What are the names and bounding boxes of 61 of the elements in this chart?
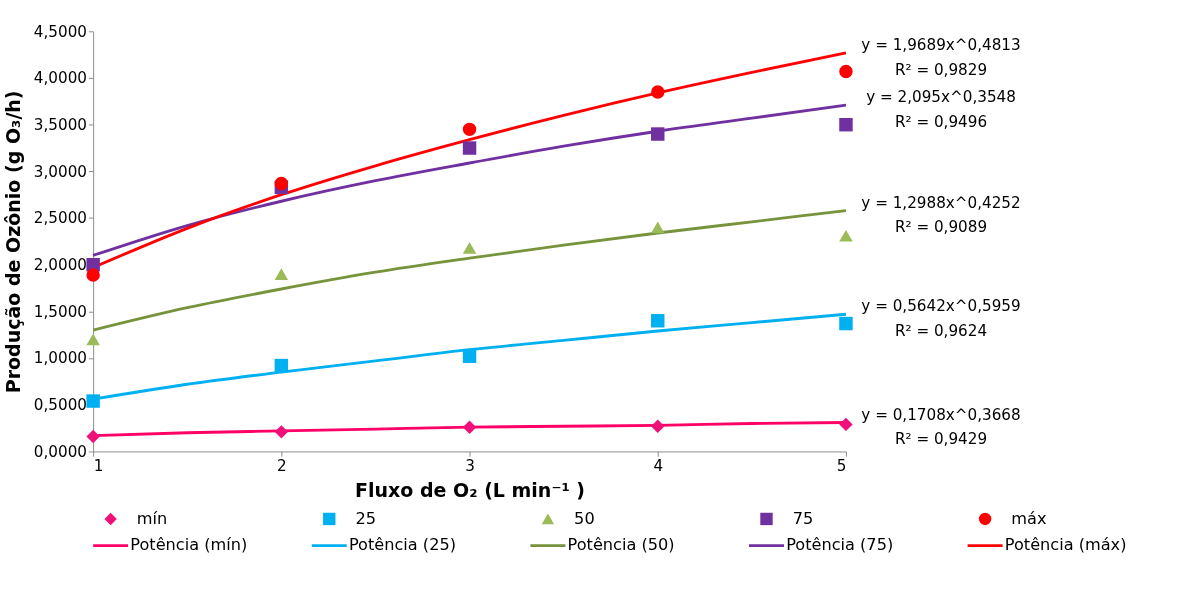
point: [86, 333, 100, 346]
point: [839, 64, 853, 79]
point: [651, 85, 665, 99]
y-tick-label: 0,0000: [33, 442, 87, 461]
text: y = 0,1708x^0,3668: [861, 405, 1021, 424]
legend-label: Potência (25): [348, 535, 456, 555]
point: [274, 176, 289, 191]
y-tick-label: 2,5000: [33, 209, 87, 228]
point: [651, 419, 665, 433]
legend-label: 25: [355, 508, 377, 528]
y-tick-label: 4,5000: [33, 22, 87, 41]
text: R² = 0,9496: [894, 112, 988, 131]
text: y = 1,9689x^0,4813: [861, 35, 1021, 54]
text: R² = 0,9429: [894, 430, 988, 449]
legend-label: mín: [136, 508, 168, 528]
point: [839, 316, 853, 331]
point: [274, 268, 289, 280]
legend-label: Potência (máx): [1004, 535, 1127, 555]
x-tick-label: 5: [836, 456, 847, 475]
point: [462, 420, 477, 434]
legend-label: 50: [574, 508, 595, 528]
y-axis-title: Produção de Ozônio (g O₃/h): [2, 90, 25, 394]
legend-label: Potência (50): [567, 535, 675, 555]
point: [839, 417, 853, 432]
y-tick-label: 0,5000: [33, 396, 87, 415]
text: y = 0,5642x^0,5959: [861, 297, 1021, 316]
y-tick-label: 3,0000: [33, 162, 87, 181]
y-tick-label: 1,0000: [33, 349, 87, 368]
point: [274, 425, 289, 439]
x-tick-label: 3: [465, 456, 475, 475]
text: R² = 0,9624: [894, 322, 988, 341]
legend-label: 75: [792, 508, 814, 528]
legend-label: máx: [1011, 508, 1047, 528]
point: [462, 349, 477, 363]
x-tick-label: 1: [93, 456, 104, 475]
point: [651, 127, 665, 141]
point: [839, 229, 853, 242]
point: [86, 429, 100, 444]
x-tick-label: 2: [276, 456, 287, 475]
text: R² = 0,9089: [894, 218, 988, 237]
x-tick-label: 4: [653, 456, 664, 475]
point: [274, 358, 289, 373]
y-tick-label: 4,0000: [33, 69, 87, 88]
text: R² = 0,9829: [894, 60, 988, 79]
legend-label: Potência (75): [786, 535, 894, 555]
y-tick-label: 2,0000: [33, 255, 87, 274]
legend-label: Potência (mín): [130, 535, 248, 555]
point: [86, 394, 100, 408]
point: [839, 117, 853, 132]
point: [651, 314, 665, 328]
point: [86, 268, 100, 282]
text: y = 1,2988x^0,4252: [861, 193, 1021, 212]
x-axis-title: Fluxo de O₂ (L min⁻¹ ): [355, 478, 586, 501]
text: y = 2,095x^0,3548: [866, 88, 1016, 107]
point: [651, 221, 665, 234]
y-tick-label: 1,5000: [33, 302, 87, 321]
point: [462, 122, 477, 137]
point: [462, 141, 477, 155]
line-series: [91, 209, 848, 332]
y-tick-label: 3,5000: [33, 115, 87, 134]
point: [462, 242, 477, 254]
